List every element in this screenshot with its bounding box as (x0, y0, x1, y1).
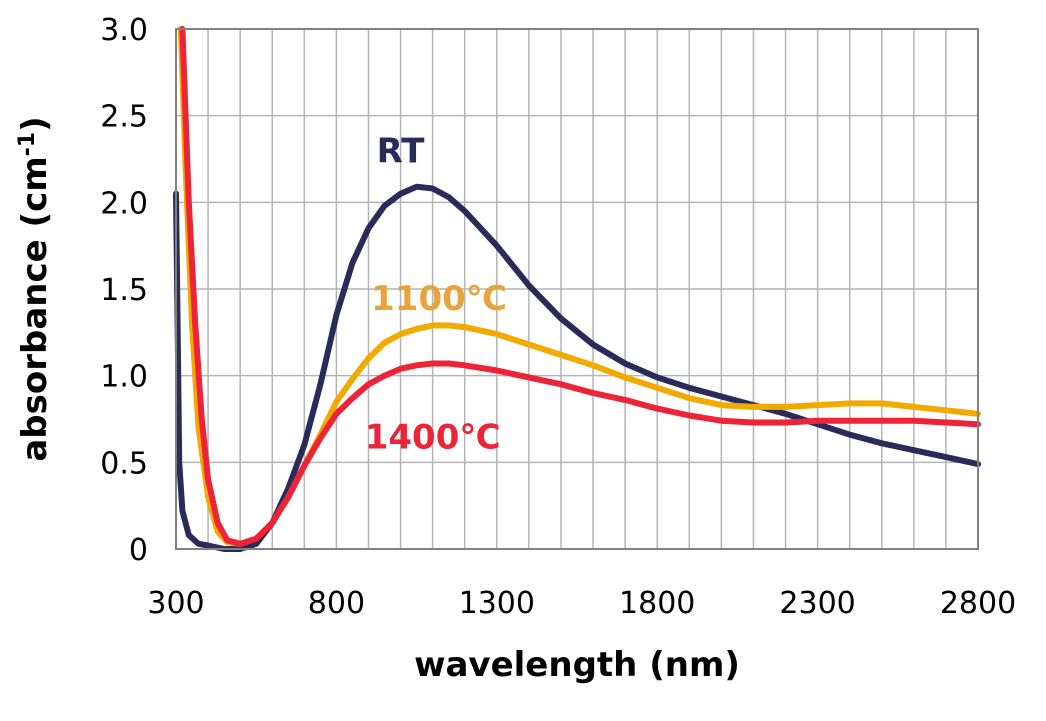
y-axis-title-main: absorbance (cm (15, 156, 55, 461)
series-lines (173, 26, 981, 552)
x-tick-label: 800 (308, 586, 365, 621)
y-tick-label: 0.5 (100, 446, 148, 481)
x-axis-title: wavelength (nm) (414, 645, 740, 685)
plot-frame (175, 28, 979, 550)
y-axis-title-sup: -1 (15, 132, 40, 156)
y-tick-label: 2.5 (100, 100, 148, 135)
x-tick-label: 1800 (619, 586, 695, 621)
series-line-0 (173, 183, 981, 552)
x-tick-labels: 300 800 1300 1800 2300 2800 (147, 586, 1016, 621)
series-line-2 (179, 26, 981, 547)
series-annotations: RT 1100℃ 1400℃ (365, 131, 507, 457)
y-tick-label: 3.0 (100, 13, 148, 48)
y-tick-label: 1.5 (100, 273, 148, 308)
x-tick-label: 1300 (459, 586, 535, 621)
y-tick-label: 0 (129, 533, 148, 568)
series-annotation: 1100℃ (371, 279, 507, 319)
grid (176, 29, 978, 549)
y-tick-labels: 0 0.5 1.0 1.5 2.0 2.5 3.0 (100, 13, 148, 568)
series-line-1 (177, 26, 981, 547)
y-axis-title-close: ) (15, 116, 55, 132)
series-annotation: 1400℃ (365, 417, 501, 457)
x-tick-label: 2800 (940, 586, 1016, 621)
y-tick-label: 1.0 (100, 360, 148, 395)
x-tick-label: 300 (147, 586, 204, 621)
x-tick-label: 2300 (779, 586, 855, 621)
y-tick-label: 2.0 (100, 186, 148, 221)
y-axis-title: absorbance (cm-1) (15, 116, 55, 461)
series-annotation: RT (377, 131, 426, 171)
